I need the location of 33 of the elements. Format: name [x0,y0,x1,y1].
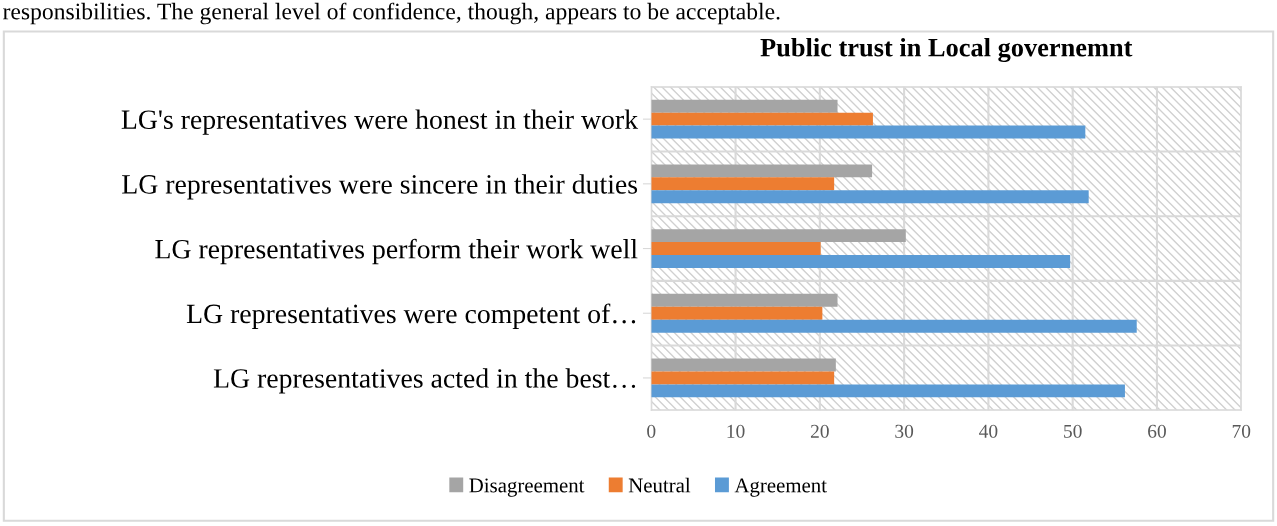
x-tick-label: 60 [1148,424,1166,438]
x-tick-label: 10 [727,424,745,438]
y-tick-label: LG's representatives were honest in their work [121,109,639,135]
x-tick-label: 40 [979,424,998,438]
bar [651,306,823,320]
bar [651,177,835,191]
bar [651,371,835,385]
bar [651,164,873,178]
bar [651,190,1089,204]
bar [651,125,1086,139]
bar [651,319,1137,333]
text: responsibilities. The general level of confidence, though, appears to be acceptable. [3,2,780,25]
x-tick-label: 50 [1064,424,1082,438]
bar [651,358,836,372]
bar [651,293,838,307]
legend-label: Disagreement [469,478,585,497]
x-tick-label: 70 [1232,424,1251,438]
bar [651,384,1125,398]
legend-label: Neutral [628,477,691,493]
x-tick-label: 30 [895,424,914,438]
x-tick-label: 0 [647,424,656,438]
y-tick-label: LG representatives perform their work well [155,238,638,265]
y-tick-label: LG representatives were sincere in their duties [122,174,638,200]
chart-title: Public trust in Local governemnt [760,37,1133,63]
y-tick-label: LG representatives were competent of… [186,303,636,329]
y-tick-label: LG representatives acted in the best… [213,368,636,394]
legend-label: Agreement [734,478,827,497]
bar [651,255,1071,268]
bar [651,112,873,126]
bar [651,242,821,255]
x-tick-label: 20 [810,424,829,438]
bar [651,99,838,113]
bar [651,229,906,243]
